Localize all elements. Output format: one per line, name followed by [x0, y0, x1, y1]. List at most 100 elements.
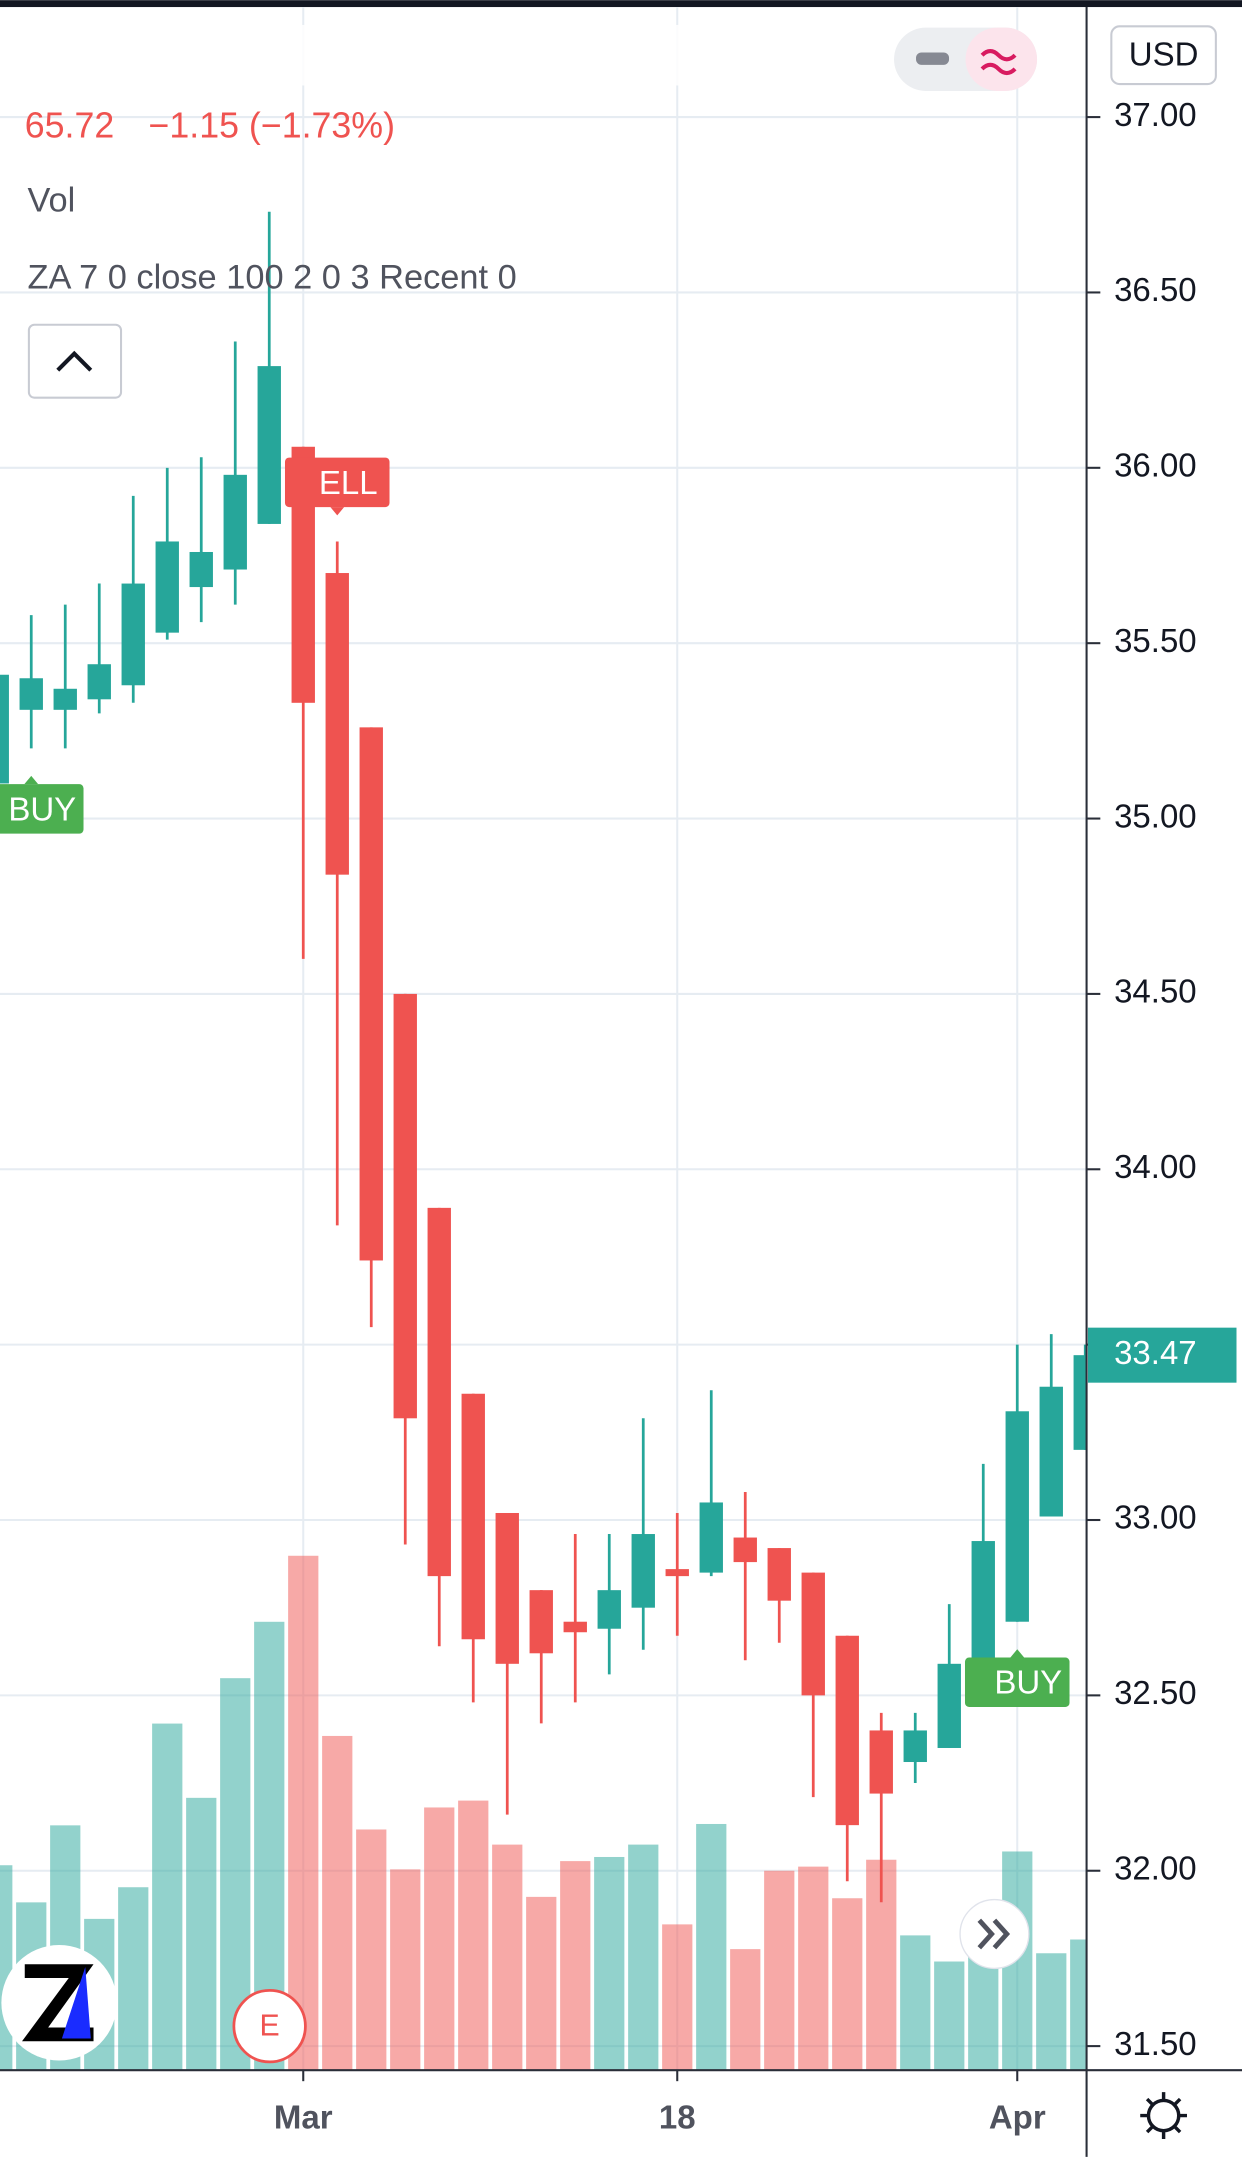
- candle-body: [767, 1548, 791, 1601]
- candle-body: [937, 1663, 961, 1748]
- candle-body: [461, 1393, 485, 1640]
- candle-body: [665, 1569, 689, 1577]
- volume-bar: [390, 1869, 421, 2071]
- candle-body: [189, 551, 213, 588]
- volume-bar: [492, 1844, 523, 2071]
- volume-bar: [628, 1844, 659, 2071]
- volume-bar: [934, 1961, 965, 2071]
- candle-body: [359, 727, 383, 1261]
- x-tick-label: Mar: [274, 2098, 333, 2135]
- candle-body: [427, 1207, 451, 1577]
- signal-text: BUY: [8, 790, 76, 827]
- scroll-button[interactable]: [959, 1898, 1030, 1970]
- candle-body: [19, 678, 43, 710]
- volume-bar: [832, 1898, 863, 2071]
- volume-bar: [662, 1924, 693, 2071]
- currency-label: USD: [1129, 35, 1199, 72]
- volume-bar: [424, 1807, 455, 2071]
- candle-body: [903, 1730, 927, 1763]
- y-tick-label: 32.50: [1114, 1674, 1197, 1711]
- candle-body: [257, 366, 281, 524]
- volume-bar: [458, 1800, 489, 2071]
- legend-indicator: ZA 7 0 close 100 2 0 3 Recent 0: [28, 258, 517, 296]
- y-tick-label: 36.50: [1114, 271, 1197, 308]
- y-tick-label: 35.00: [1114, 797, 1197, 834]
- signal-arrow: [1010, 1649, 1025, 1658]
- volume-bar: [1036, 1953, 1067, 2071]
- logo: [1, 1945, 117, 2061]
- volume-bar: [900, 1935, 931, 2071]
- volume-bar: [526, 1896, 557, 2071]
- y-tick-label: 31.50: [1114, 2025, 1197, 2062]
- gear-teeth: [1140, 2092, 1187, 2139]
- y-tick-label: 32.00: [1114, 1849, 1197, 1886]
- volume-bar: [152, 1723, 183, 2071]
- candle-body: [631, 1534, 655, 1608]
- signal-box: [0, 784, 84, 834]
- candle-body: [733, 1537, 757, 1563]
- signal-text: BUY: [994, 1664, 1062, 1701]
- volume-bar: [1070, 1939, 1087, 2071]
- legend-volume: Vol: [28, 181, 76, 219]
- candle-body: [869, 1730, 893, 1794]
- volume-bar: [560, 1861, 591, 2071]
- gear-icon[interactable]: [1146, 2098, 1181, 2133]
- volume-bar: [356, 1829, 387, 2071]
- candle-body: [1073, 1355, 1087, 1450]
- y-tick-label: 36.00: [1114, 447, 1197, 484]
- y-tick-label: 37.00: [1114, 96, 1197, 133]
- toggle-wave: [980, 49, 1017, 76]
- candle-body: [699, 1502, 723, 1573]
- candle-body: [597, 1590, 621, 1629]
- last-price-box: [1087, 1327, 1237, 1383]
- candle-body: [155, 541, 179, 633]
- candle-body: [563, 1621, 587, 1633]
- volume-bar: [764, 1870, 795, 2071]
- candle-body: [495, 1512, 519, 1664]
- top-bar: [0, 0, 1242, 8]
- candle-body: [0, 674, 9, 784]
- candle-body: [87, 664, 111, 700]
- signal-label: BUY: [964, 1649, 1070, 1707]
- candle-body: [1039, 1386, 1063, 1517]
- signal-text: ELL: [319, 464, 378, 501]
- signal-arrow: [330, 507, 345, 516]
- currency-button[interactable]: USD: [1110, 25, 1217, 86]
- candle-body: [529, 1590, 553, 1654]
- signal-arrow: [24, 775, 39, 785]
- candle-body: [325, 573, 349, 875]
- toggle-minus: [916, 52, 950, 65]
- candle-body: [393, 993, 417, 1419]
- signal-box: [964, 1657, 1070, 1707]
- signal-box: [284, 457, 390, 508]
- legend-bg: [0, 24, 881, 86]
- volume-bar: [186, 1797, 217, 2071]
- chart-style-toggle[interactable]: [894, 27, 1038, 91]
- legend-price: 65.72: [25, 106, 114, 146]
- plot-area: BUY ELL BUY: [0, 211, 1087, 2071]
- candle-body: [223, 474, 247, 570]
- volume-bar: [322, 1735, 353, 2071]
- logo-a: [61, 1967, 91, 2039]
- volume-bar: [798, 1866, 829, 2071]
- overlay: 65.72 −1.15 (−1.73%) Vol ZA 7 0 close 10…: [0, 24, 1217, 2139]
- collapse-icon: [56, 350, 93, 372]
- collapse-button-bg[interactable]: [27, 323, 123, 399]
- candle-body: [835, 1635, 859, 1826]
- candle-body: [1005, 1411, 1029, 1622]
- candle-body: [801, 1572, 825, 1696]
- collapse-button[interactable]: [27, 323, 123, 399]
- volume-bar: [730, 1949, 761, 2071]
- volume-bar: [118, 1887, 149, 2071]
- candle-body: [121, 583, 145, 686]
- volume-bar: [0, 1865, 13, 2071]
- y-tick-label: 33.00: [1114, 1499, 1197, 1536]
- currency-button-bg[interactable]: [1110, 25, 1217, 86]
- settings-button[interactable]: [1140, 2092, 1187, 2139]
- signal-label: ELL: [284, 457, 390, 516]
- last-price-label: 33.47: [1114, 1334, 1197, 1371]
- y-tick-label: 34.00: [1114, 1148, 1197, 1185]
- y-tick-label: 35.50: [1114, 622, 1197, 659]
